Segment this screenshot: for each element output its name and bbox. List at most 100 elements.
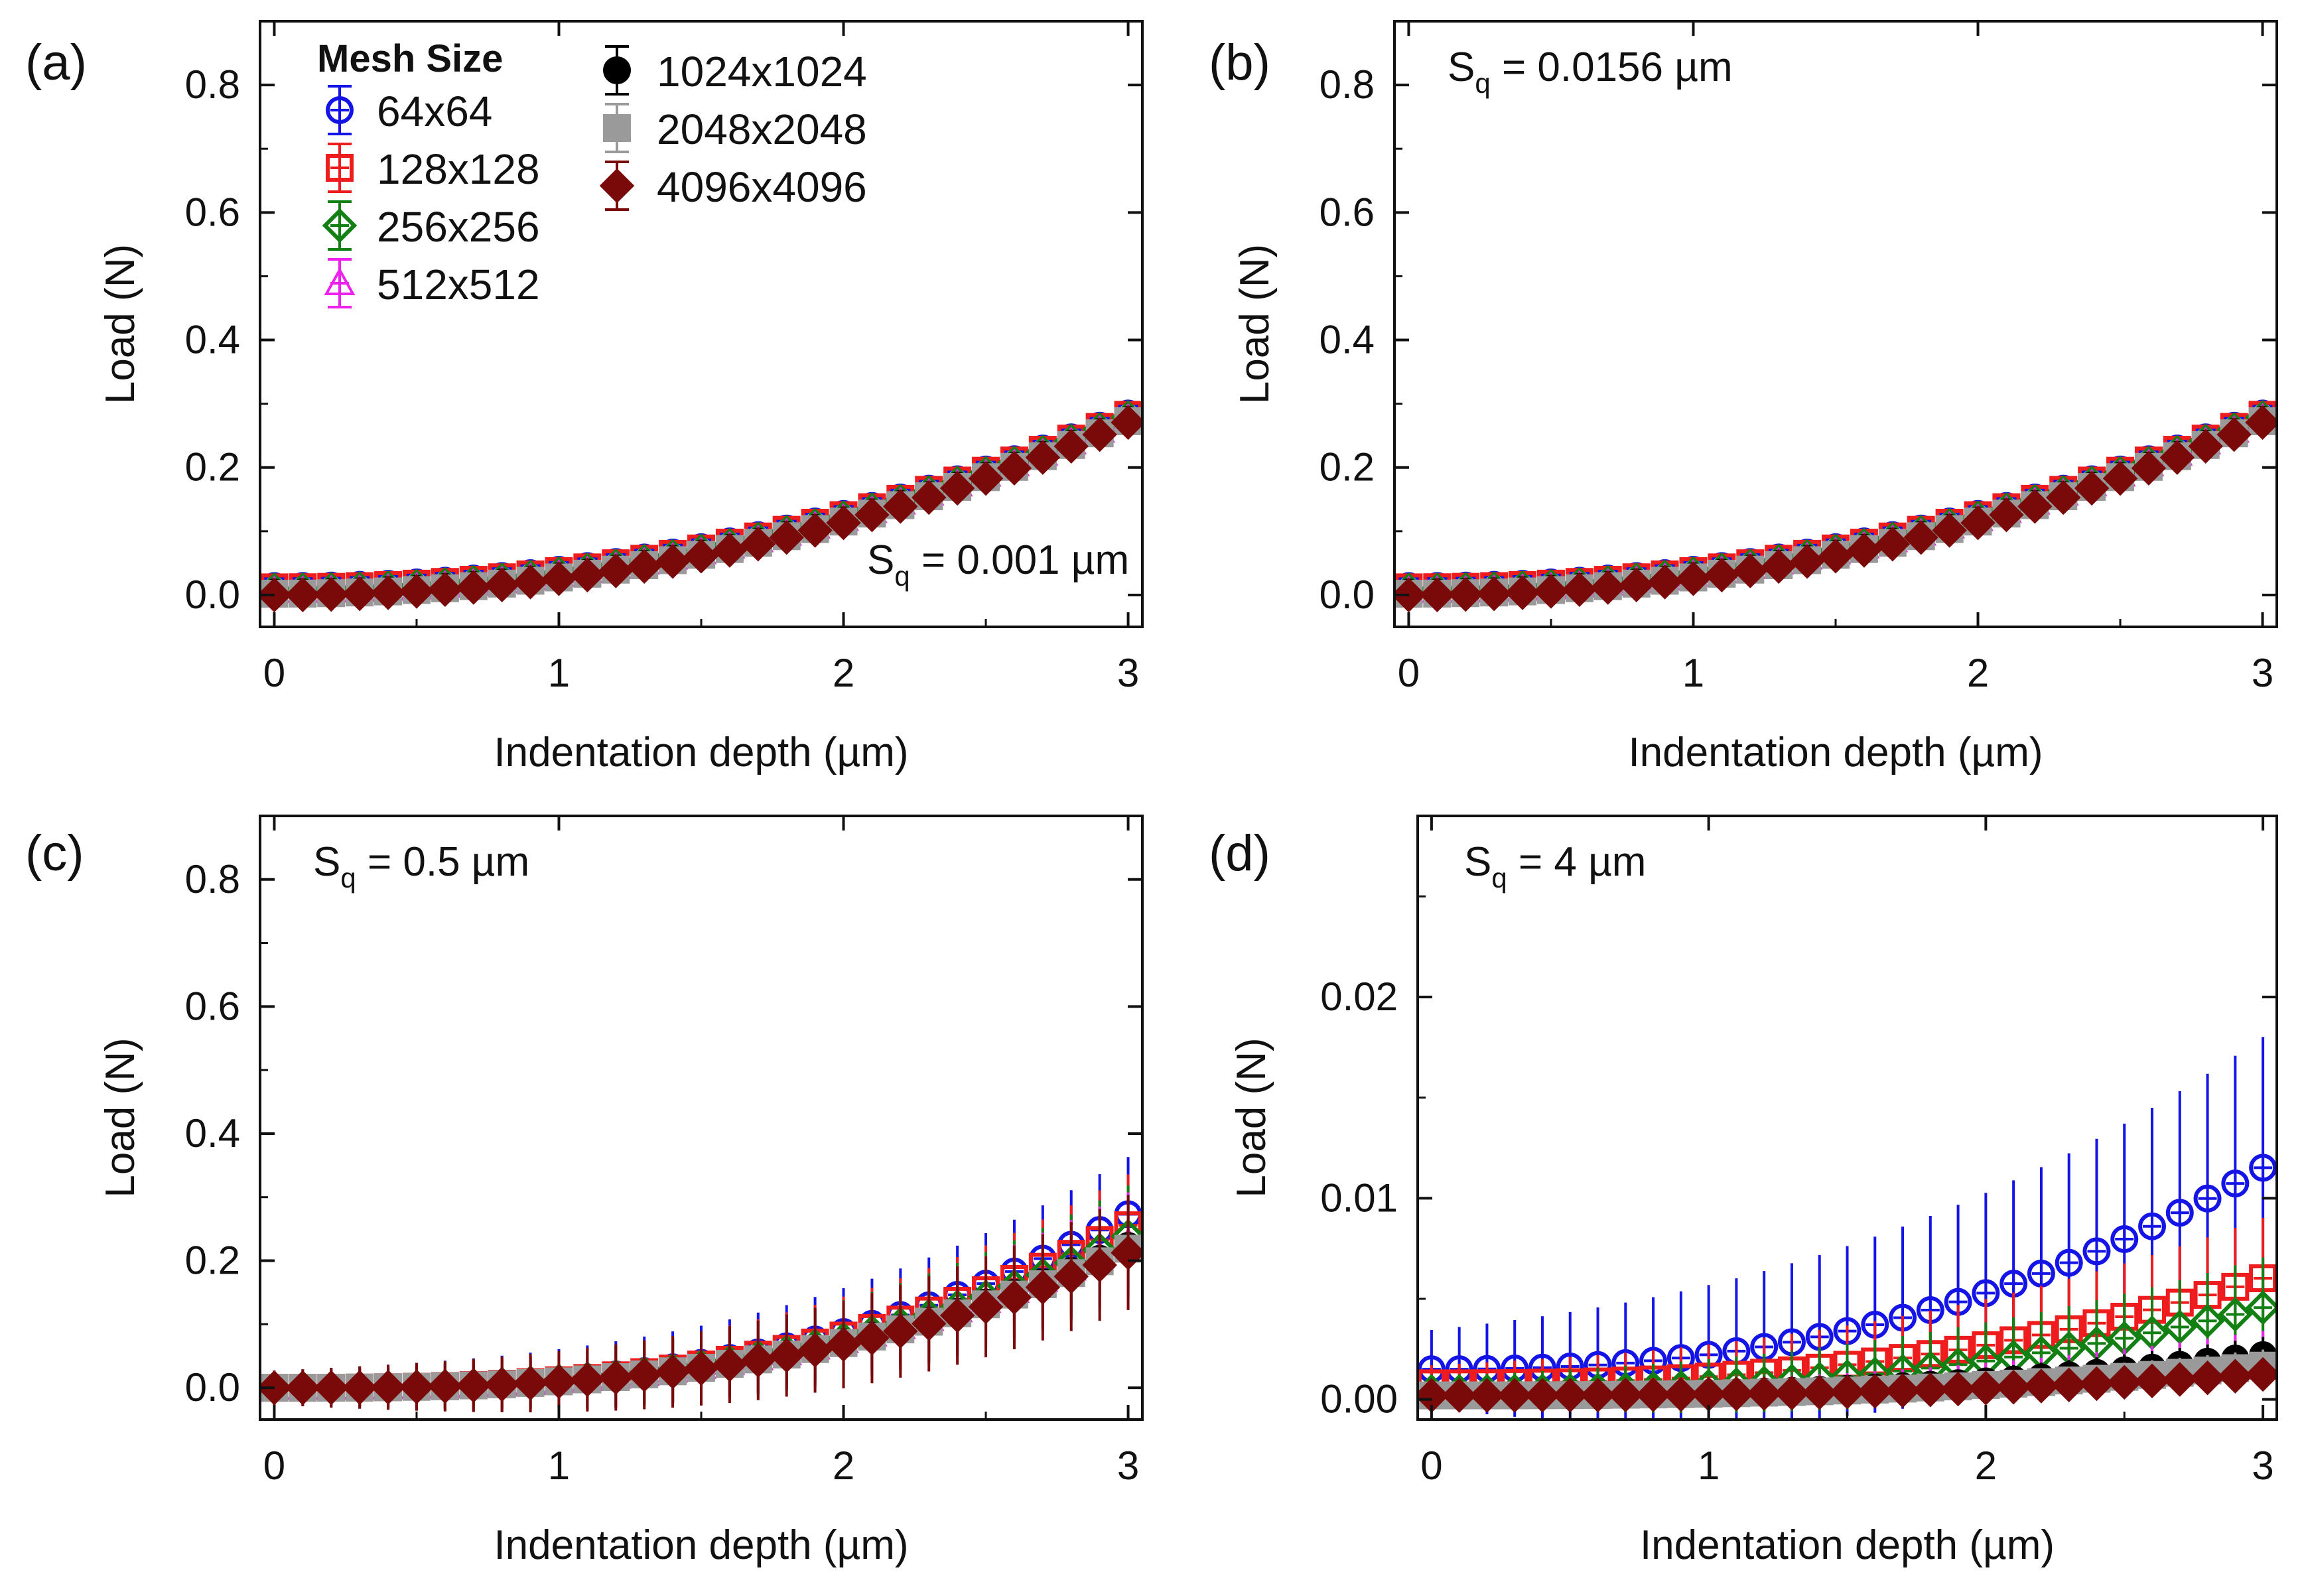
legend-label: 4096x4096 xyxy=(657,163,867,211)
y-tick-label: 0.01 xyxy=(1320,1175,1398,1220)
plot-area xyxy=(1418,1037,2277,1420)
data-point xyxy=(1053,429,1089,464)
data-point xyxy=(427,572,463,608)
y-tick-label: 0.2 xyxy=(185,1238,240,1283)
data-point xyxy=(626,549,662,584)
data-point xyxy=(541,561,576,596)
legend-entry-64x64: 64x64 xyxy=(326,85,492,135)
data-point xyxy=(2249,1154,2277,1182)
data-point xyxy=(2159,440,2195,475)
data-point xyxy=(2102,460,2138,496)
panel-b: 0 1 2 3 0.0 0.2 0.4 0.6 0.8 Indentation depth (µm… xyxy=(1209,20,2278,775)
panel-d: 0 1 2 3 0.00 0.01 0.02 Indentation depth (µm) Lo… xyxy=(1209,815,2278,1568)
data-point xyxy=(513,1365,548,1401)
data-point xyxy=(314,576,349,612)
data-point xyxy=(883,1313,918,1349)
data-point xyxy=(1053,1259,1089,1294)
y-tick-label: 0.8 xyxy=(185,62,240,107)
data-point xyxy=(1802,1374,1837,1410)
x-tick-label: 2 xyxy=(833,1443,854,1488)
data-point xyxy=(655,544,691,579)
data-point xyxy=(1999,1270,2028,1298)
y-tick-label: 0.2 xyxy=(185,445,240,490)
data-point xyxy=(484,1366,519,1402)
data-point xyxy=(1420,577,1455,613)
panel-a: 0 1 2 3 0.0 0.2 0.4 0.6 0.8 Indentation depth (µm… xyxy=(25,20,1144,775)
legend-title: Mesh Size xyxy=(317,37,503,80)
data-point xyxy=(2162,1362,2198,1397)
data-point xyxy=(342,576,377,612)
data-point xyxy=(854,1320,890,1356)
square-plus-icon xyxy=(326,154,354,182)
data-point xyxy=(1932,513,1967,548)
data-point xyxy=(2131,450,2167,486)
data-point xyxy=(2245,1357,2277,1392)
data-point xyxy=(2110,1225,2139,1254)
roughness-annotation: Sq = 0.001 µm xyxy=(867,537,1129,592)
data-point xyxy=(797,1333,833,1368)
data-point xyxy=(2218,1297,2253,1332)
panel-label: (c) xyxy=(25,825,84,882)
data-point xyxy=(1082,1247,1117,1283)
data-point xyxy=(1733,553,1768,588)
y-tick-label: 0.4 xyxy=(1320,318,1375,362)
legend-entry-512x512: 512x512 xyxy=(324,258,540,308)
data-point xyxy=(996,1280,1032,1315)
y-tick-label: 0.4 xyxy=(185,318,240,362)
x-tick-label: 0 xyxy=(263,651,285,695)
data-point xyxy=(1608,1377,1643,1413)
x-tick-label: 3 xyxy=(2252,651,2273,695)
x-tick-label: 2 xyxy=(1967,651,1989,695)
legend-label: 128x128 xyxy=(377,145,540,193)
data-point xyxy=(598,1360,634,1395)
data-point xyxy=(456,1368,492,1403)
legend-label: 256x256 xyxy=(377,203,540,251)
data-point xyxy=(570,557,605,593)
data-point xyxy=(598,553,634,588)
data-point xyxy=(1025,1270,1061,1305)
data-point xyxy=(769,1338,804,1373)
data-point xyxy=(769,519,804,555)
data-point xyxy=(2216,417,2252,452)
x-tick-label: 0 xyxy=(1420,1443,1442,1488)
data-point xyxy=(655,1354,691,1390)
data-point xyxy=(1830,1374,1865,1410)
x-tick-label: 2 xyxy=(833,651,854,695)
data-point xyxy=(1719,1376,1754,1412)
y-tick-label: 0.2 xyxy=(1320,445,1375,490)
x-axis-label: Indentation depth (µm) xyxy=(494,1522,908,1568)
data-point xyxy=(1497,1378,1532,1413)
data-point xyxy=(2074,470,2110,506)
data-point xyxy=(1590,570,1626,605)
data-point xyxy=(1663,1376,1699,1412)
y-tick-label: 0.8 xyxy=(185,857,240,901)
data-point xyxy=(1552,1378,1588,1413)
plot-area xyxy=(260,1157,1142,1413)
y-tick-label: 0.6 xyxy=(185,190,240,234)
data-point xyxy=(285,1370,320,1406)
x-tick-label: 1 xyxy=(1682,651,1704,695)
data-point xyxy=(285,577,320,613)
data-point xyxy=(2218,1359,2253,1394)
data-point xyxy=(427,1368,463,1404)
data-point xyxy=(911,480,947,515)
panel-label: (a) xyxy=(25,34,87,91)
legend-label: 1024x1024 xyxy=(657,48,867,96)
data-point xyxy=(2245,1290,2277,1325)
legend-entry-4096x4096: 4096x4096 xyxy=(599,161,867,211)
data-point xyxy=(2193,1184,2222,1213)
data-point xyxy=(712,1347,748,1382)
data-point xyxy=(2165,1199,2194,1227)
series-4096x4096 xyxy=(260,405,1142,613)
data-point xyxy=(570,1362,605,1398)
legend-entry-1024x1024: 1024x1024 xyxy=(603,45,867,96)
data-point xyxy=(541,1364,576,1399)
data-point xyxy=(740,1343,776,1378)
circle-plus-icon xyxy=(326,96,354,124)
data-point xyxy=(996,450,1032,486)
y-tick-label: 0.0 xyxy=(185,1365,240,1410)
y-tick-label: 0.4 xyxy=(185,1111,240,1156)
diamond-plus-icon xyxy=(322,208,358,243)
x-tick-label: 1 xyxy=(1698,1443,1720,1488)
